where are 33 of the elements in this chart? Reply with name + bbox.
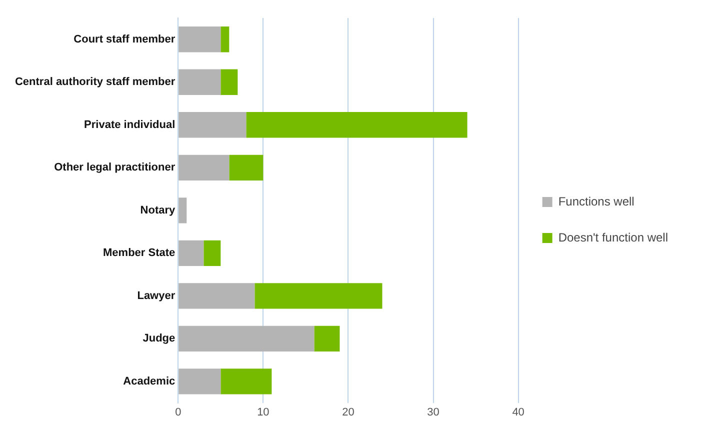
y-tick-label: Court staff member [74, 33, 176, 46]
x-tick-label: 20 [342, 406, 354, 418]
bar [246, 112, 468, 138]
x-tick-label: 0 [175, 406, 182, 418]
y-tick-label: Lawyer [137, 290, 176, 302]
bar [178, 198, 187, 224]
bar [178, 154, 230, 180]
legend-label: Functions well [558, 194, 634, 208]
bar [178, 240, 204, 266]
y-tick-label: Other legal practitioner [54, 162, 176, 174]
x-tick-label: 30 [427, 406, 440, 418]
x-tick-label: 10 [257, 406, 270, 418]
bar [178, 26, 221, 52]
x-tick-label: 40 [512, 406, 524, 418]
y-tick-label: Notary [140, 204, 176, 216]
bar [204, 240, 221, 266]
bar [254, 283, 382, 309]
y-tick-label: Private individual [84, 118, 176, 131]
y-tick-label: Member State [103, 247, 176, 260]
bar [178, 326, 314, 352]
bar [220, 69, 238, 95]
bar [220, 368, 272, 394]
bar [178, 283, 255, 309]
bar [229, 154, 264, 180]
bar [178, 69, 221, 95]
y-tick-label: Central authority staff member [14, 76, 176, 88]
legend-label: Doesn't function well [558, 230, 668, 244]
bar [314, 326, 340, 352]
y-tick-label: Academic [123, 375, 176, 388]
bar [178, 368, 221, 394]
bar [220, 26, 230, 52]
y-tick-label: Judge [142, 332, 176, 345]
bar [178, 112, 246, 138]
